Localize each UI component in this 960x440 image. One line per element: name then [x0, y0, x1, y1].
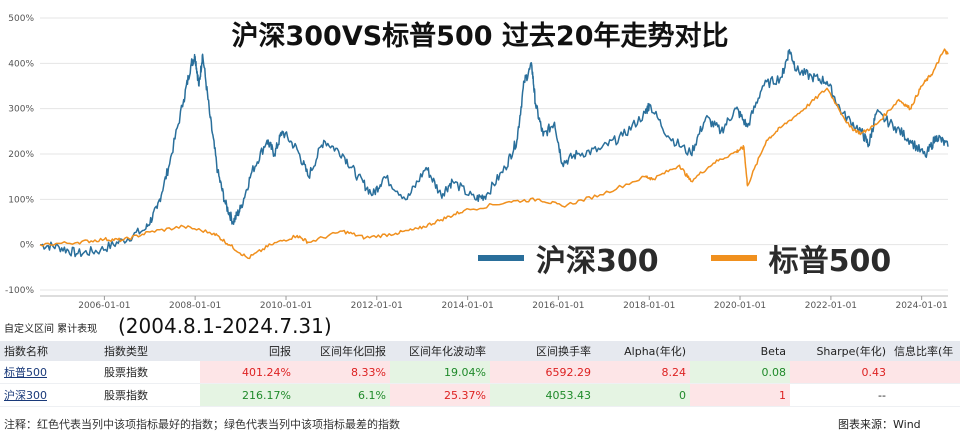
cell-return: 401.24% — [200, 361, 295, 384]
col-header-info-ratio[interactable]: 信息比率(年 — [890, 341, 960, 361]
cell-annual-return: 8.33% — [295, 361, 390, 384]
table-header-row: 指数名称 指数类型 回报 区间年化回报 区间年化波动率 区间换手率 Alpha(… — [0, 341, 960, 361]
cell-turnover: 6592.29 — [490, 361, 595, 384]
col-header-beta[interactable]: Beta — [690, 341, 790, 361]
legend-label-csi300: 沪深300 — [536, 244, 659, 279]
col-header-name[interactable]: 指数名称 — [0, 341, 100, 361]
series-line-csi300 — [39, 48, 949, 258]
x-tick-label: 2018-01-01 — [623, 301, 675, 311]
x-tick-label: 2022-01-01 — [805, 301, 857, 311]
cell-sharpe: 0.43 — [790, 361, 890, 384]
table-row: 沪深300 股票指数 216.17% 6.1% 25.37% 4053.43 0… — [0, 383, 960, 407]
legend-item-sp500[interactable]: 标普500 — [710, 236, 892, 280]
cell-beta: 0.08 — [690, 361, 790, 384]
x-axis-ticks: 2006-01-01 2008-01-01 2010-01-01 2012-01-01… — [78, 296, 948, 311]
period-range: (2004.8.1-2024.7.31) — [118, 314, 332, 338]
cell-alpha: 0 — [595, 383, 690, 407]
chart-legend: 沪深300 标普500 — [478, 236, 943, 280]
y-axis-ticks: 500% 400% 300% 200% 100% 0% -100% — [5, 14, 34, 296]
footnote: 注释：红色代表当列中该项指标最好的指数；绿色代表当列中该项指标最差的指数 — [4, 418, 400, 431]
period-header: 自定义区间 累计表现 (2004.8.1-2024.7.31) — [0, 314, 960, 340]
index-name-csi300[interactable]: 沪深300 — [0, 383, 100, 407]
chart-canvas: 500%400%300%200%100%0%-100% 2006-01-01 20… — [5, 14, 949, 311]
cell-return: 216.17% — [200, 383, 295, 407]
table-row: 标普500 股票指数 401.24% 8.33% 19.04% 6592.29 … — [0, 361, 960, 384]
x-tick-label: 2016-01-01 — [532, 301, 584, 311]
chart-title: 沪深300VS标普500 过去20年走势对比 — [231, 21, 729, 52]
y-tick-label: -100% — [5, 286, 34, 296]
y-tick-label: 400% — [8, 59, 34, 69]
col-header-sharpe[interactable]: Sharpe(年化) — [790, 341, 890, 361]
cell-volatility: 19.04% — [390, 361, 490, 384]
legend-swatch-csi300 — [478, 255, 524, 261]
index-type: 股票指数 — [100, 361, 200, 384]
cell-beta: 1 — [690, 383, 790, 407]
x-tick-label: 2006-01-01 — [78, 301, 130, 311]
x-tick-label: 2008-01-01 — [169, 301, 221, 311]
col-header-return[interactable]: 回报 — [200, 341, 295, 361]
cell-info-ratio — [890, 383, 960, 407]
col-header-alpha[interactable]: Alpha(年化) — [595, 341, 690, 361]
y-tick-label: 100% — [8, 195, 34, 205]
col-header-turnover[interactable]: 区间换手率 — [490, 341, 595, 361]
cell-turnover: 4053.43 — [490, 383, 595, 407]
x-tick-label: 2020-01-01 — [714, 301, 766, 311]
y-tick-label: 500% — [8, 14, 34, 24]
y-tick-label: 300% — [8, 105, 34, 115]
col-header-type[interactable]: 指数类型 — [100, 341, 200, 361]
index-type: 股票指数 — [100, 383, 200, 407]
series-layer — [39, 48, 949, 260]
y-tick-label: 200% — [8, 150, 34, 160]
cell-volatility: 25.37% — [390, 383, 490, 407]
x-tick-label: 2014-01-01 — [441, 301, 493, 311]
legend-label-sp500: 标普500 — [768, 244, 892, 279]
cell-sharpe: -- — [790, 383, 890, 407]
col-header-annual-return[interactable]: 区间年化回报 — [295, 341, 390, 361]
index-name-sp500[interactable]: 标普500 — [0, 361, 100, 384]
period-title: 自定义区间 累计表现 — [4, 324, 98, 335]
x-tick-label: 2012-01-01 — [351, 301, 403, 311]
col-header-volatility[interactable]: 区间年化波动率 — [390, 341, 490, 361]
performance-table: 指数名称 指数类型 回报 区间年化回报 区间年化波动率 区间换手率 Alpha(… — [0, 341, 960, 407]
legend-item-csi300[interactable]: 沪深300 — [478, 236, 659, 280]
x-tick-label: 2024-01-01 — [895, 301, 947, 311]
cell-info-ratio — [890, 361, 960, 384]
cell-alpha: 8.24 — [595, 361, 690, 384]
cell-annual-return: 6.1% — [295, 383, 390, 407]
y-tick-label: 0% — [20, 241, 35, 251]
series-line-sp500 — [39, 48, 949, 260]
legend-swatch-sp500 — [710, 255, 757, 261]
x-tick-label: 2010-01-01 — [260, 301, 312, 311]
source-credit: 图表来源：Wind — [838, 418, 921, 431]
